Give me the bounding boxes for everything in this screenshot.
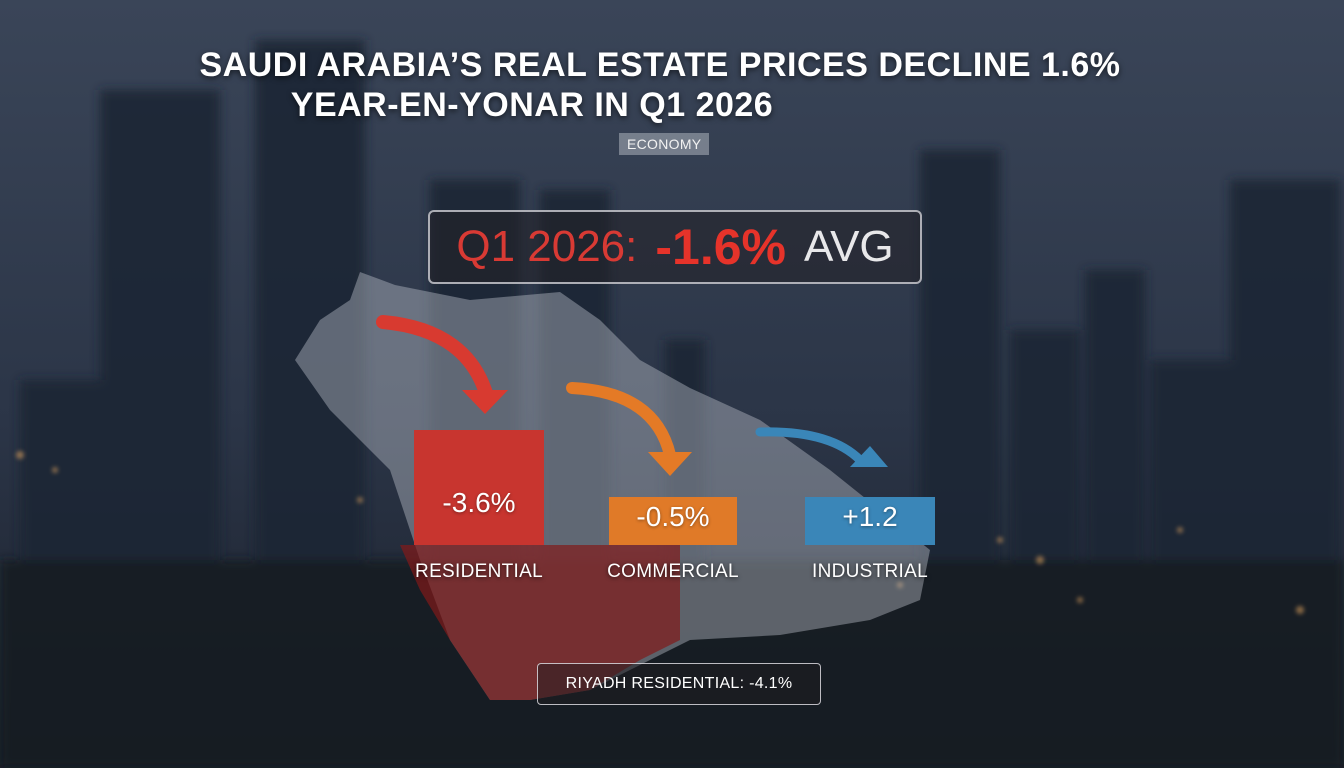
bar-residential: [414, 429, 544, 545]
blue-arrow-icon: [755, 427, 865, 465]
bar-value-label-residential: -3.6%: [442, 487, 516, 518]
saudi-map-south-highlight: [400, 545, 680, 700]
headline-stat-box: Q1 2026: -1.6% AVG: [428, 210, 922, 284]
riyadh-note-text: RIYADH RESIDENTIAL: -4.1%: [565, 675, 793, 692]
headline-stat-value: -1.6%: [655, 219, 786, 275]
headline-title-line-1: SAUDI ARABIA’S REAL ESTATE PRICES DECLIN…: [199, 46, 1121, 84]
orange-arrow-icon: [566, 382, 676, 461]
category-label-commercial: COMMERCIAL: [607, 561, 739, 582]
category-label-industrial: INDUSTRIAL: [812, 561, 928, 582]
category-tag: ECONOMY: [619, 133, 710, 155]
red-arrow-icon: [376, 315, 495, 407]
bar-value-label-industrial: +1.2: [842, 501, 898, 532]
riyadh-note-box: RIYADH RESIDENTIAL: -4.1%: [537, 663, 821, 705]
headline-title-line-2: YEAR-EN-YONAR IN Q1 2026: [290, 86, 774, 124]
headline-stat-suffix: AVG: [804, 222, 894, 271]
bar-industrial: [805, 497, 935, 545]
bar-commercial: [609, 497, 737, 545]
headline-stat-label: Q1 2026:: [456, 222, 638, 271]
bar-value-label-commercial: -0.5%: [636, 501, 710, 532]
category-label-residential: RESIDENTIAL: [415, 561, 543, 582]
